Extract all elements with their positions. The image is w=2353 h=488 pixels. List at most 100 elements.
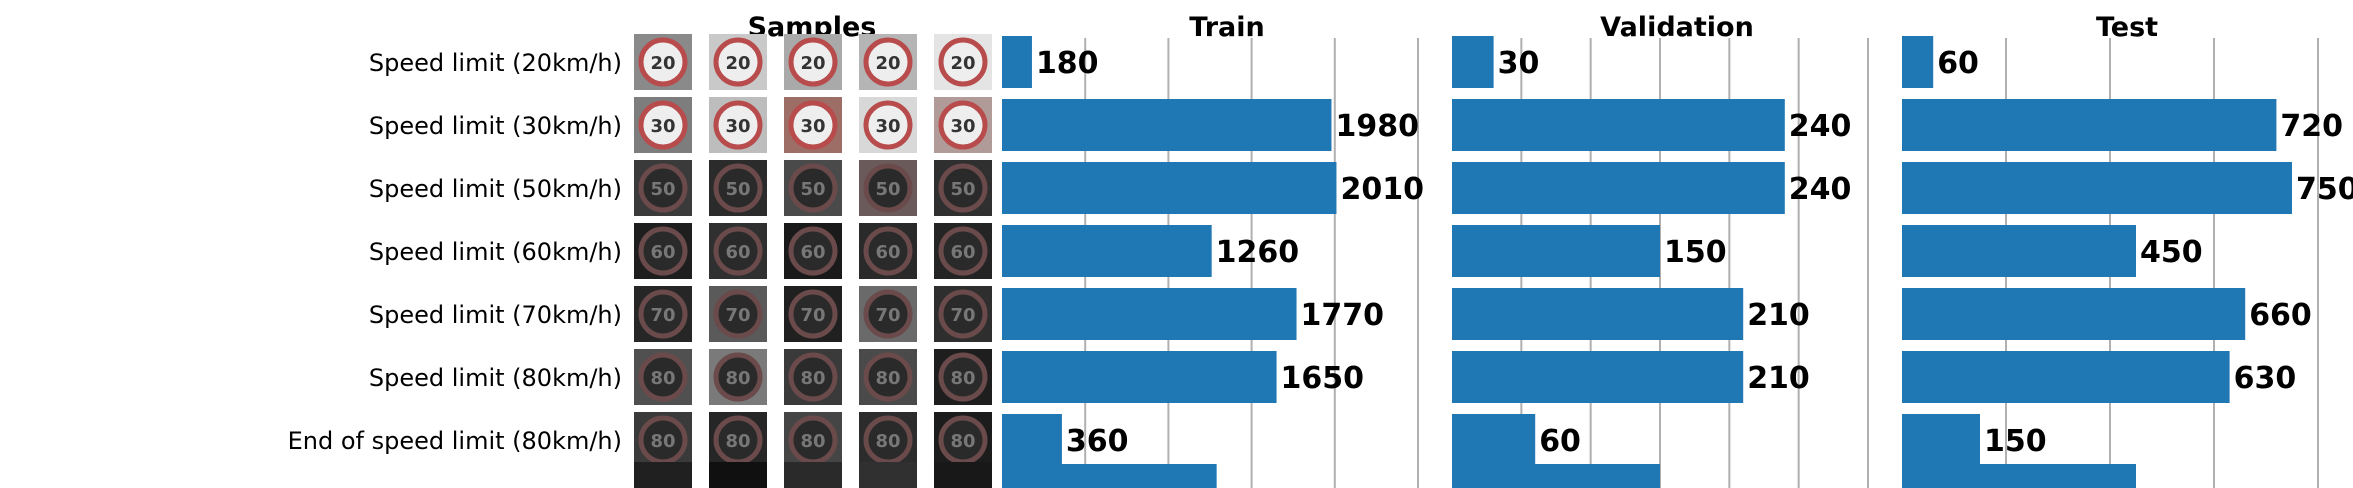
sample-thumbnail: 70 <box>784 286 842 342</box>
bar <box>1452 464 1660 488</box>
sample-thumbnail: 70 <box>934 286 992 342</box>
bar <box>1902 288 2246 340</box>
sample-thumbnail: 50 <box>784 160 842 216</box>
bar <box>1902 225 2136 277</box>
bar-value-label: 360 <box>1066 424 1129 459</box>
row-label: Speed limit (80km/h) <box>369 364 622 392</box>
bar-value-label: 60 <box>1539 424 1581 459</box>
sample-thumbnail: 50 <box>859 160 917 216</box>
row-labels: Speed limit (20km/h) Speed limit (30km/h)… <box>288 49 622 455</box>
sample-thumbnail: 30 <box>634 97 692 153</box>
bar <box>1452 225 1660 277</box>
svg-text:70: 70 <box>950 305 975 326</box>
bar-value-label: 660 <box>2249 298 2312 333</box>
bar-value-label: 180 <box>1036 46 1099 81</box>
sample-thumbnail: 60 <box>859 223 917 279</box>
sample-thumbnail: 20 <box>784 34 842 90</box>
svg-text:30: 30 <box>725 116 750 137</box>
bar-value-label: 1770 <box>1301 298 1385 333</box>
svg-text:80: 80 <box>875 431 900 452</box>
row-label: Speed limit (50km/h) <box>369 175 622 203</box>
panel-title: Test <box>2096 12 2158 43</box>
sample-thumbnail: 50 <box>934 160 992 216</box>
sample-thumbnail: 80 <box>634 412 692 468</box>
panel-validation: Validation 30 240 240 150 210 210 60 <box>1452 12 1869 488</box>
svg-text:80: 80 <box>650 431 675 452</box>
bar <box>1452 36 1494 88</box>
bar <box>1002 288 1297 340</box>
svg-text:30: 30 <box>650 116 675 137</box>
sample-thumbnail: 20 <box>709 34 767 90</box>
bar-value-label: 450 <box>2140 235 2203 270</box>
sample-thumbnail: 30 <box>709 97 767 153</box>
sample-thumbnail: 60 <box>784 223 842 279</box>
svg-text:30: 30 <box>875 116 900 137</box>
row-label: Speed limit (70km/h) <box>369 301 622 329</box>
bar <box>1002 162 1337 214</box>
bar-value-label: 240 <box>1789 172 1852 207</box>
bar <box>1002 36 1032 88</box>
bar <box>1002 351 1277 403</box>
sample-thumbnail: 30 <box>934 97 992 153</box>
svg-text:70: 70 <box>725 305 750 326</box>
svg-text:50: 50 <box>725 179 750 200</box>
svg-text:20: 20 <box>800 53 825 74</box>
bar-value-label: 2010 <box>1340 172 1424 207</box>
svg-text:60: 60 <box>875 242 900 263</box>
sample-thumbnail: 20 <box>934 34 992 90</box>
sample-thumbnail: 50 <box>634 160 692 216</box>
svg-text:80: 80 <box>800 368 825 389</box>
bar-value-label: 210 <box>1747 298 1810 333</box>
panel-test: Test 60 720 750 450 660 630 150 <box>1902 12 2353 488</box>
bar <box>1902 414 1980 466</box>
sample-thumbnail: 60 <box>934 223 992 279</box>
bar <box>1452 162 1785 214</box>
sample-thumbnail <box>784 462 842 488</box>
row-label: End of speed limit (80km/h) <box>288 427 622 455</box>
sample-thumbnail: 80 <box>859 349 917 405</box>
sample-thumbnail <box>859 462 917 488</box>
bar-value-label: 150 <box>1984 424 2047 459</box>
sample-thumbnail: 80 <box>634 349 692 405</box>
bar <box>1452 414 1536 466</box>
row-label: Speed limit (30km/h) <box>369 112 622 140</box>
svg-text:50: 50 <box>875 179 900 200</box>
bar <box>1452 288 1744 340</box>
sample-thumbnail <box>709 462 767 488</box>
sample-thumbnail: 60 <box>709 223 767 279</box>
sample-thumbnail: 30 <box>859 97 917 153</box>
svg-text:80: 80 <box>725 368 750 389</box>
bar <box>1002 225 1212 277</box>
svg-text:80: 80 <box>950 431 975 452</box>
bar <box>1002 464 1217 488</box>
sample-thumbnail: 80 <box>709 349 767 405</box>
bar-value-label: 720 <box>2280 109 2343 144</box>
svg-text:20: 20 <box>950 53 975 74</box>
sample-thumbnail: 80 <box>934 412 992 468</box>
bar-value-label: 30 <box>1498 46 1540 81</box>
svg-text:30: 30 <box>800 116 825 137</box>
row-label: Speed limit (60km/h) <box>369 238 622 266</box>
panel-title: Validation <box>1600 12 1754 43</box>
bar-value-label: 1980 <box>1335 109 1419 144</box>
sample-thumbnail: 80 <box>784 349 842 405</box>
bar-value-label: 150 <box>1664 235 1727 270</box>
bar <box>1902 162 2292 214</box>
svg-text:80: 80 <box>650 368 675 389</box>
svg-text:20: 20 <box>875 53 900 74</box>
svg-text:50: 50 <box>800 179 825 200</box>
svg-text:80: 80 <box>950 368 975 389</box>
bar-value-label: 1260 <box>1216 235 1300 270</box>
bar <box>1452 351 1744 403</box>
sample-thumbnail: 30 <box>784 97 842 153</box>
svg-text:60: 60 <box>800 242 825 263</box>
sample-thumbnail: 70 <box>859 286 917 342</box>
svg-text:20: 20 <box>725 53 750 74</box>
bar-value-label: 210 <box>1747 361 1810 396</box>
bar-value-label: 750 <box>2296 172 2353 207</box>
svg-text:70: 70 <box>875 305 900 326</box>
bar <box>1902 99 2277 151</box>
svg-text:80: 80 <box>725 431 750 452</box>
